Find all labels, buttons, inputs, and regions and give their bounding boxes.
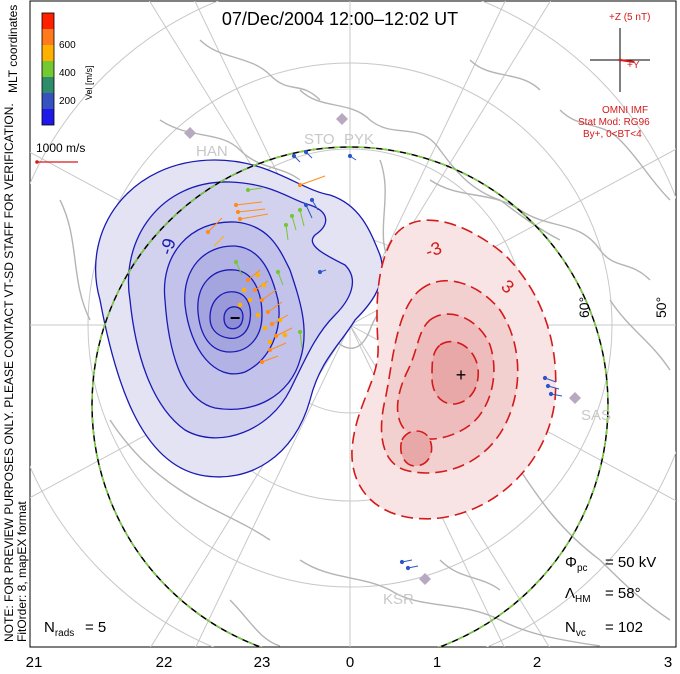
color-bar-tick-200: 200: [59, 96, 76, 107]
color-bar-swatch-6: [42, 93, 54, 109]
color-bar-tick-400: 400: [59, 68, 76, 79]
mlt-tick-2: 2: [533, 654, 541, 671]
imf-dial: +Z (5 nT) +Y OMNI IMF Stat Mod: RG96 By+…: [578, 12, 650, 140]
radar-label-pyk: PYK: [344, 131, 374, 148]
mlt-tick-21: 21: [26, 654, 43, 671]
n-rads-value: = 5: [85, 619, 106, 636]
coastlines: [59, 39, 671, 647]
map-title: 07/Dec/2004 12:00–12:02 UT: [222, 9, 458, 29]
latitude-label-60: 60°: [576, 297, 592, 318]
imf-bz-label: +Z (5 nT): [609, 12, 650, 23]
velocity-vectors: [205, 149, 563, 571]
radar-label-sas: SAS: [581, 407, 611, 424]
mlt-tick-0: 0: [346, 654, 354, 671]
imf-condition: By+, 0<BT<4: [583, 129, 642, 140]
color-bar-swatch-7: [42, 109, 54, 125]
mlt-tick-23: 23: [254, 654, 271, 671]
radar-label-han: HAN: [196, 143, 228, 160]
imf-by-label: +Y: [627, 60, 640, 71]
n-vc-value: = 102: [605, 619, 643, 636]
potential-minimum-marker: −: [230, 308, 241, 328]
radar-label-ksr: KSR: [383, 591, 414, 608]
lambda-hm-value: = 58°: [605, 585, 641, 602]
color-bar-swatch-3: [42, 45, 54, 61]
imf-stat-mod: Stat Mod: RG96: [578, 117, 650, 128]
imf-source: OMNI IMF: [602, 105, 648, 116]
scale-vector-origin: [35, 160, 39, 164]
radar-label-sto: STO: [304, 131, 335, 148]
mlt-tick-3: 3: [664, 654, 672, 671]
color-bar-title: Vel [m/s]: [84, 65, 94, 100]
color-bar-swatch-1: [42, 13, 54, 29]
hm-boundary-dash: [91, 146, 609, 647]
potential-maximum-marker: +: [456, 365, 467, 385]
color-bar-tick-600: 600: [59, 40, 76, 51]
radar-markers: [184, 113, 581, 585]
coordinates-label: MLT coordinates: [6, 5, 20, 93]
negative-cell-shading: [95, 159, 383, 478]
contour-label-neg3: -3: [423, 237, 445, 261]
contour-label-neg9: -9: [156, 236, 180, 257]
phi-pc-value: = 50 kV: [605, 554, 656, 571]
latitude-label-50: 50°: [653, 297, 669, 318]
mlt-tick-1: 1: [433, 654, 441, 671]
color-bar-swatch-5: [42, 77, 54, 93]
color-bar: 600 400 200 Vel [m/s]: [41, 12, 94, 126]
color-bar-swatch-4: [42, 61, 54, 77]
color-bar-swatch-2: [42, 29, 54, 45]
positive-cell-shading: [351, 219, 557, 520]
fit-order-label: FitOrder: 8, mapEX format: [15, 501, 29, 642]
scale-vector-label: 1000 m/s: [36, 141, 85, 155]
mlt-axis: 21 22 23 0 1 2 3: [26, 654, 673, 671]
mlt-tick-22: 22: [156, 654, 173, 671]
preview-note: NOTE: FOR PREVIEW PURPOSES ONLY. PLEASE …: [2, 103, 16, 642]
